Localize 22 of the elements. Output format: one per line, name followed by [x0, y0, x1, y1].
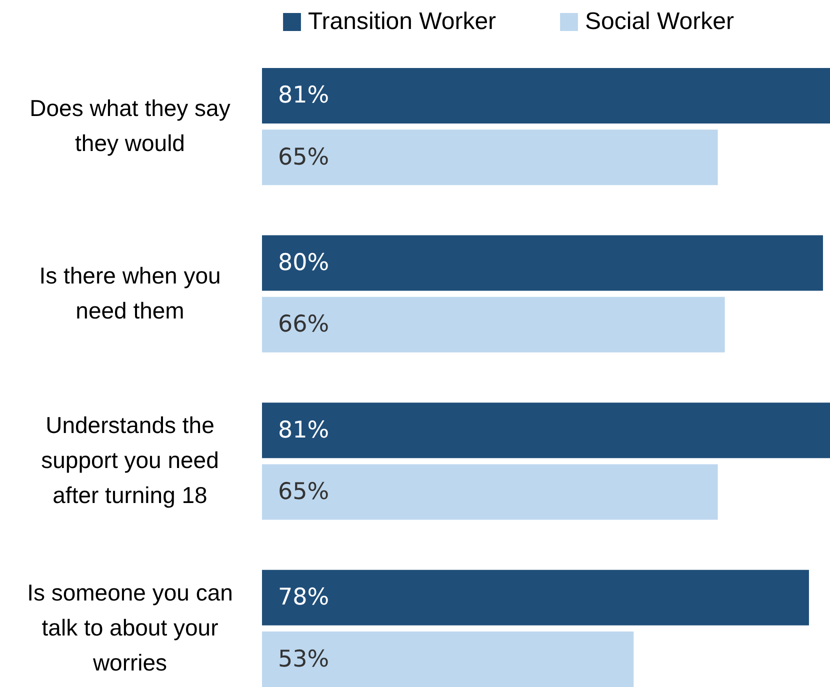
bar — [262, 464, 718, 520]
data-label: 53% — [278, 646, 330, 672]
legend-label: Transition Worker — [308, 8, 496, 35]
data-label: 65% — [278, 144, 330, 170]
y-tick-label: Understands the support you need after turning 18 — [41, 412, 219, 508]
bar — [262, 402, 830, 458]
data-label: 66% — [278, 312, 330, 338]
data-label: 78% — [278, 584, 330, 611]
bar — [262, 235, 823, 291]
bar — [262, 296, 725, 352]
data-label: 80% — [278, 250, 330, 276]
y-tick-label: Is there when you need them — [39, 262, 221, 324]
data-label: 81% — [278, 417, 330, 444]
bar — [262, 570, 809, 626]
legend-label: Social Worker — [585, 8, 734, 35]
data-label: 65% — [278, 478, 330, 505]
data-label: 81% — [278, 82, 330, 109]
y-tick-label: Is someone you can talk to about your worries — [27, 579, 233, 676]
y-tick-label: Does what they say they would — [30, 95, 231, 156]
bar — [262, 68, 830, 124]
bar — [262, 130, 718, 186]
bar — [262, 632, 634, 687]
